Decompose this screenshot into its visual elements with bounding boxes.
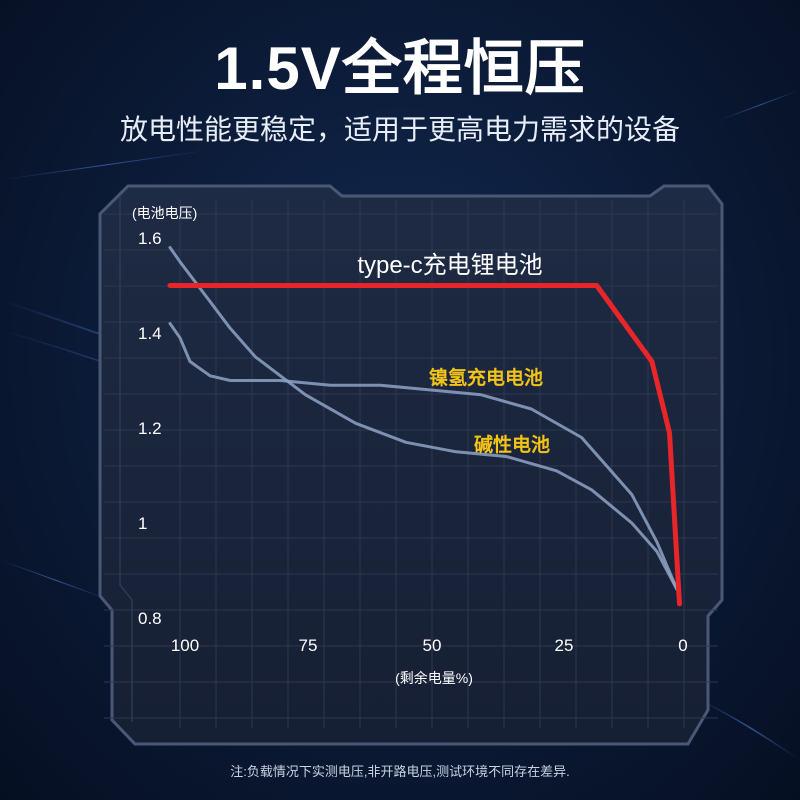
y-tick-label: 1 (138, 514, 147, 533)
series-line-liion (167, 283, 682, 607)
x-tick-label: 25 (555, 636, 574, 655)
series-line-nimh (168, 322, 679, 591)
series-label-alkaline: 碱性电池 (474, 433, 550, 456)
x-axis-ticks: 100 75 50 25 0 (171, 636, 688, 655)
series-label-nimh: 镍氢充电电池 (429, 366, 543, 389)
y-axis-ticks: 1.6 1.4 1.2 1 0.8 (138, 229, 162, 628)
series-label-liion: type-c充电锂电池 (357, 252, 542, 279)
x-axis-title: (剩余电量%) (395, 670, 473, 686)
y-tick-label: 1.6 (138, 229, 162, 248)
x-tick-label: 100 (171, 636, 199, 655)
subheadline: 放电性能更稳定，适用于更高电力需求的设备 (119, 114, 680, 145)
headline: 1.5V全程恒压 (214, 35, 586, 102)
x-tick-label: 0 (678, 636, 687, 655)
chart-panel (98, 184, 724, 746)
y-tick-label: 1.2 (138, 419, 162, 438)
chart-panel-inner-edge (119, 196, 133, 722)
y-axis-title: (电池电压) (132, 205, 197, 221)
y-tick-label: 1.4 (138, 324, 162, 343)
footnote: 注:负载情况下实测电压,非开路电压,测试环境不同存在差异. (230, 764, 570, 779)
x-tick-label: 50 (423, 636, 442, 655)
y-tick-label: 0.8 (138, 609, 162, 628)
x-tick-label: 75 (299, 636, 318, 655)
chart-series-lines (167, 246, 682, 607)
series-line-alkaline (168, 246, 679, 591)
